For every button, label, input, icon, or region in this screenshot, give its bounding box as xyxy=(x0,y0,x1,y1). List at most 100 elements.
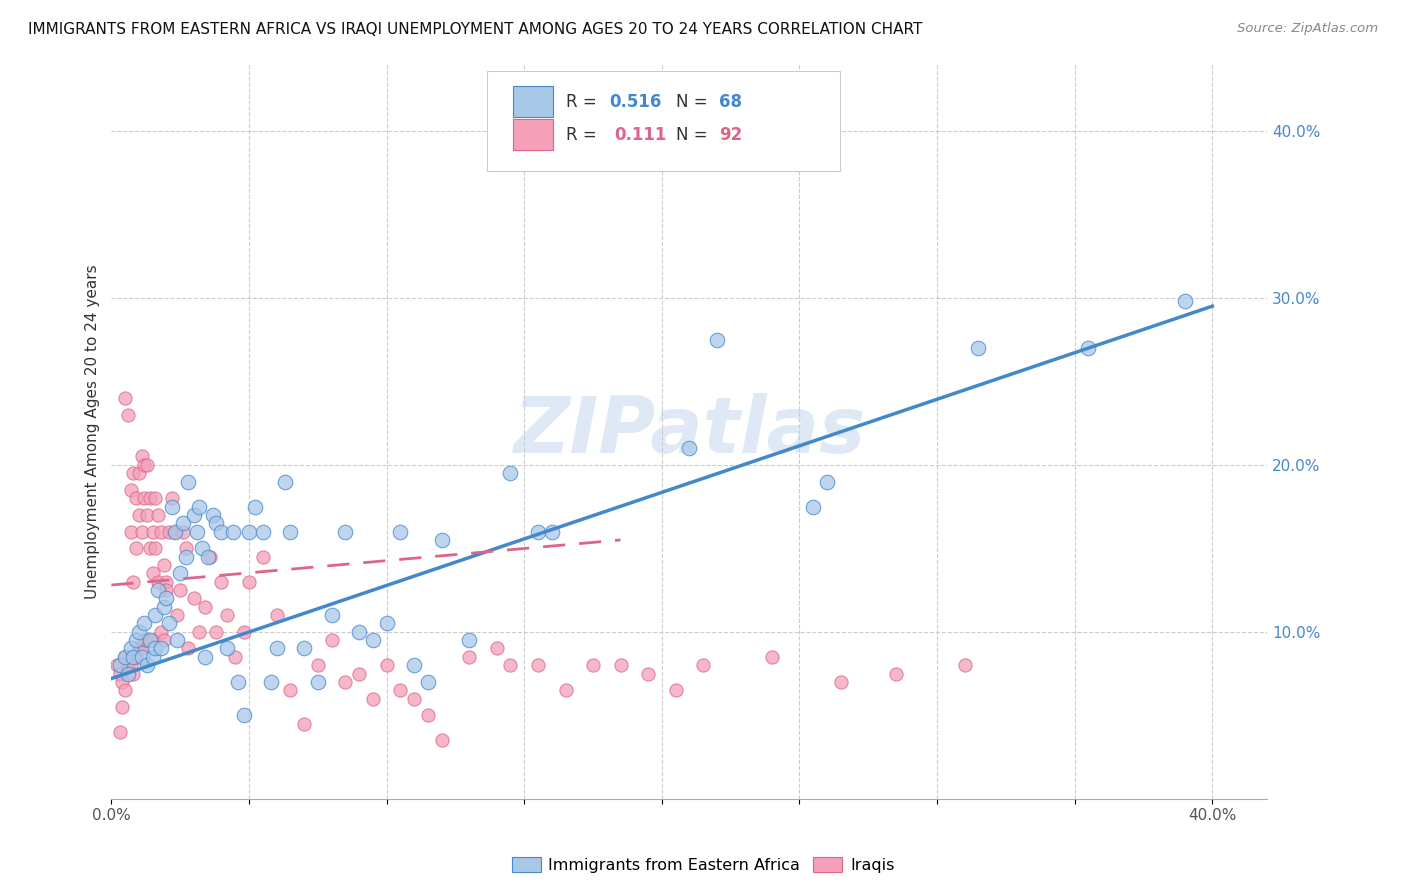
Point xyxy=(177,475,200,489)
Point xyxy=(172,516,194,531)
Point xyxy=(375,616,398,631)
Point xyxy=(125,491,148,506)
Point xyxy=(221,524,243,539)
Point xyxy=(211,524,233,539)
Point xyxy=(194,599,217,614)
Point xyxy=(136,458,159,472)
Point xyxy=(166,633,188,648)
Point xyxy=(120,641,142,656)
Point xyxy=(215,608,238,623)
Point xyxy=(404,658,426,673)
Point xyxy=(292,641,315,656)
Point xyxy=(117,408,139,422)
Text: R =: R = xyxy=(565,93,602,111)
Point xyxy=(163,524,186,539)
Text: R =: R = xyxy=(565,126,607,144)
Point xyxy=(128,641,150,656)
Point xyxy=(108,666,131,681)
Point xyxy=(142,633,165,648)
Point xyxy=(120,658,142,673)
Point xyxy=(122,649,145,664)
Point xyxy=(172,524,194,539)
Point xyxy=(142,566,165,581)
Point xyxy=(830,674,852,689)
Point xyxy=(155,574,177,589)
Point xyxy=(114,649,136,664)
Point xyxy=(145,541,167,556)
Point xyxy=(278,524,301,539)
Text: Source: ZipAtlas.com: Source: ZipAtlas.com xyxy=(1237,22,1378,36)
Point xyxy=(186,524,208,539)
Point xyxy=(527,658,550,673)
Point xyxy=(114,391,136,405)
Point xyxy=(416,708,439,723)
Y-axis label: Unemployment Among Ages 20 to 24 years: Unemployment Among Ages 20 to 24 years xyxy=(86,264,100,599)
Point xyxy=(252,524,274,539)
Point xyxy=(128,624,150,639)
Point xyxy=(149,641,172,656)
Text: IMMIGRANTS FROM EASTERN AFRICA VS IRAQI UNEMPLOYMENT AMONG AGES 20 TO 24 YEARS C: IMMIGRANTS FROM EASTERN AFRICA VS IRAQI … xyxy=(28,22,922,37)
Point xyxy=(136,508,159,522)
Point xyxy=(238,524,260,539)
Point xyxy=(252,549,274,564)
Point xyxy=(215,641,238,656)
Point xyxy=(125,633,148,648)
Point xyxy=(160,491,183,506)
Point xyxy=(430,733,453,747)
Point xyxy=(665,683,688,698)
Point xyxy=(149,624,172,639)
Point xyxy=(582,658,605,673)
Point xyxy=(205,624,228,639)
Point xyxy=(131,524,153,539)
Point xyxy=(404,691,426,706)
Point xyxy=(307,658,329,673)
Point xyxy=(232,624,254,639)
Point xyxy=(375,658,398,673)
Text: ZIPatlas: ZIPatlas xyxy=(513,393,866,469)
Point xyxy=(200,549,222,564)
Point xyxy=(692,658,714,673)
Point xyxy=(128,466,150,480)
Point xyxy=(416,674,439,689)
Point xyxy=(801,500,824,514)
Point xyxy=(637,666,659,681)
Point xyxy=(131,649,153,664)
Point xyxy=(458,633,481,648)
Point xyxy=(197,549,219,564)
Point xyxy=(191,541,214,556)
Point xyxy=(108,725,131,739)
Point xyxy=(321,608,343,623)
Point xyxy=(1077,341,1099,355)
Text: 0.516: 0.516 xyxy=(610,93,662,111)
Point xyxy=(266,641,288,656)
Point xyxy=(136,633,159,648)
Point xyxy=(335,524,357,539)
Point xyxy=(152,558,174,572)
Point xyxy=(149,524,172,539)
Point xyxy=(134,491,156,506)
Point xyxy=(142,649,165,664)
Point xyxy=(202,508,225,522)
Point xyxy=(117,666,139,681)
Point xyxy=(884,666,907,681)
Point xyxy=(145,608,167,623)
Point xyxy=(139,491,162,506)
Point xyxy=(148,508,170,522)
Point xyxy=(1174,294,1197,309)
Point xyxy=(292,716,315,731)
Point xyxy=(166,608,188,623)
Point xyxy=(260,674,283,689)
Point xyxy=(967,341,990,355)
Point xyxy=(122,574,145,589)
Point xyxy=(139,541,162,556)
Text: 0.111: 0.111 xyxy=(614,126,666,144)
Point xyxy=(430,533,453,547)
Point xyxy=(163,524,186,539)
Point xyxy=(335,674,357,689)
Point xyxy=(117,658,139,673)
Point xyxy=(761,649,783,664)
Point xyxy=(139,633,162,648)
Point xyxy=(155,582,177,597)
Point xyxy=(205,516,228,531)
Text: 68: 68 xyxy=(720,93,742,111)
